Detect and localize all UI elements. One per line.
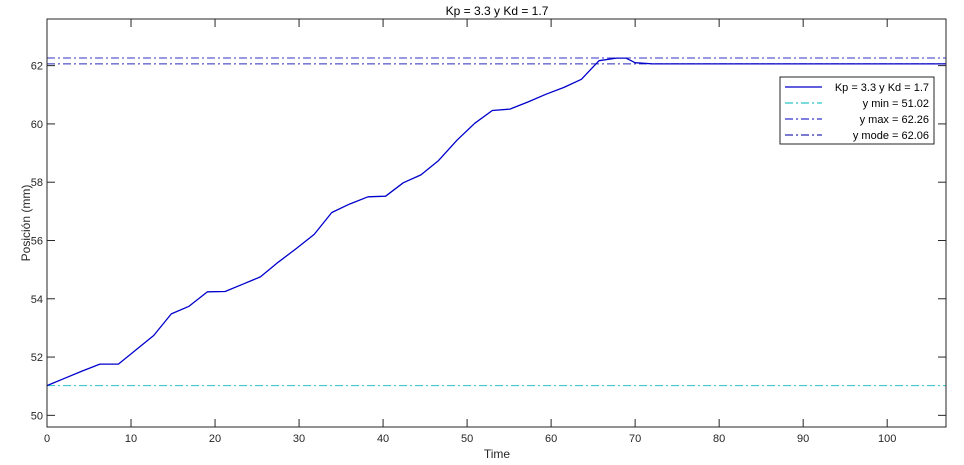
plot-frame <box>46 18 947 428</box>
x-tick-label: 50 <box>461 433 473 445</box>
chart-title: Kp = 3.3 y Kd = 1.7 <box>446 4 549 18</box>
legend-label: Kp = 3.3 y Kd = 1.7 <box>835 82 929 94</box>
legend-label: y min = 51.02 <box>863 98 929 110</box>
y-tick-label: 54 <box>31 294 43 306</box>
x-tick-label: 10 <box>125 433 137 445</box>
x-tick-label: 0 <box>44 433 50 445</box>
y-tick-label: 50 <box>31 410 43 422</box>
x-tick-label: 40 <box>377 433 389 445</box>
y-tick-label: 56 <box>31 235 43 247</box>
legend-box <box>779 76 935 145</box>
x-tick-label: 100 <box>878 433 896 445</box>
x-axis: 0 10 20 30 40 50 60 70 80 90 100 <box>44 19 896 445</box>
x-tick-label: 90 <box>797 433 809 445</box>
y-axis-label: Posición (mm) <box>19 185 33 262</box>
x-tick-label: 80 <box>713 433 725 445</box>
y-tick-label: 60 <box>31 119 43 131</box>
legend-label: y max = 62.26 <box>860 114 929 126</box>
y-tick-label: 52 <box>31 352 43 364</box>
legend-label: y mode = 62.06 <box>853 130 929 142</box>
series-line <box>46 57 946 387</box>
legend: Kp = 3.3 y Kd = 1.7 y min = 51.02 y max = … <box>779 76 935 145</box>
x-tick-label: 70 <box>629 433 641 445</box>
y-tick-label: 62 <box>31 61 43 73</box>
x-tick-label: 60 <box>545 433 557 445</box>
y-tick-label: 58 <box>31 177 43 189</box>
reference-lines <box>47 57 946 387</box>
x-axis-label: Time <box>484 447 511 461</box>
x-tick-label: 20 <box>209 433 221 445</box>
y-axis: 50 52 54 56 58 60 62 <box>31 61 946 422</box>
x-tick-label: 30 <box>293 433 305 445</box>
series-lines <box>46 57 946 387</box>
